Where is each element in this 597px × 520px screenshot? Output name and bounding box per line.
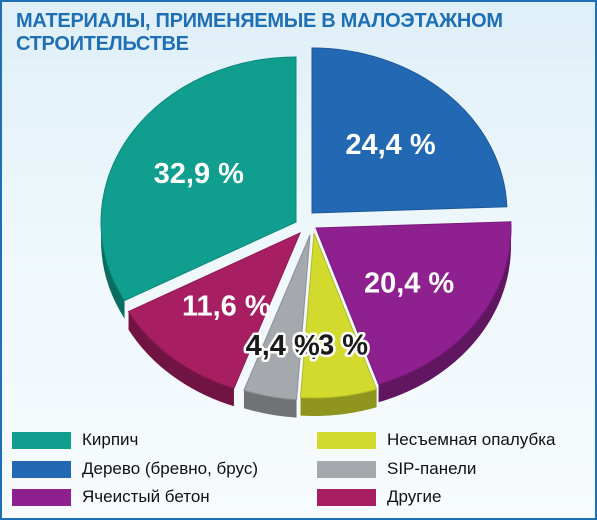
pie-slices (100, 47, 512, 401)
pie-label-wood: 24,4 % (345, 129, 435, 161)
pie-label-other: 11,6 % (182, 291, 271, 323)
legend-item-brick: Кирпич (12, 430, 138, 450)
pie-slice-sip-panels (243, 234, 311, 401)
legend-swatch-formwork (317, 431, 376, 449)
legend-label-aerated-concrete: Ячеистый бетон (82, 487, 210, 506)
pie-side-other (128, 311, 234, 407)
pie-side-sip-panels (243, 390, 297, 418)
legend-item-wood: Дерево (бревно, брус) (12, 459, 258, 479)
legend-label-sip-panels: SIP-панели (387, 459, 477, 478)
legend-swatch-other (317, 488, 376, 506)
pie-label-aerated-concrete: 20,4 % (364, 267, 454, 299)
chart-title-line-1: МАТЕРИАЛЫ, ПРИМЕНЯЕМЫЕ В МАЛОЭТАЖНОМ (16, 10, 503, 32)
pie-label-brick: 32,9 % (154, 158, 244, 190)
legend-label-other: Другие (387, 487, 442, 506)
legend-item-sip-panels: SIP-панели (317, 459, 476, 479)
legend-swatch-aerated-concrete (12, 488, 71, 506)
legend-item-other: Другие (317, 487, 441, 507)
pie-slice-other (127, 232, 301, 389)
pie-slice-aerated-concrete (315, 221, 512, 385)
pie-label-sip-panels: 4,4 % (246, 330, 320, 362)
pie-label-formwork: 6,3 % (294, 329, 368, 361)
legend-label-brick: Кирпич (82, 430, 139, 449)
pie-slice-formwork (299, 232, 378, 399)
pie-slice-brick (100, 56, 297, 302)
pie-slice-wood (311, 47, 508, 214)
pie-side-aerated-concrete (378, 228, 511, 403)
pie-sides (101, 222, 511, 418)
legend-item-aerated-concrete: Ячеистый бетон (12, 487, 210, 507)
chart-title: МАТЕРИАЛЫ, ПРИМЕНЯЕМЫЕ В МАЛОЭТАЖНОМ СТР… (16, 10, 576, 56)
legend-swatch-brick (12, 431, 71, 449)
legend-item-formwork: Несъемная опалубка (317, 430, 556, 450)
legend-swatch-sip-panels (317, 460, 376, 478)
pie-side-formwork (300, 389, 377, 416)
legend-swatch-wood (12, 460, 71, 478)
legend-label-formwork: Несъемная опалубка (387, 430, 556, 449)
pie-labels: 24,4 % 20,4 % 6,3 %4,4 % 11,6 % 32,9 % (154, 129, 455, 364)
pie-chart: 24,4 % 20,4 % 6,3 %4,4 % 11,6 % 32,9 % (100, 47, 512, 418)
chart-title-line-2: СТРОИТЕЛЬСТВЕ (16, 33, 189, 55)
pie-side-brick (101, 222, 125, 319)
legend-label-wood: Дерево (бревно, брус) (82, 459, 258, 478)
